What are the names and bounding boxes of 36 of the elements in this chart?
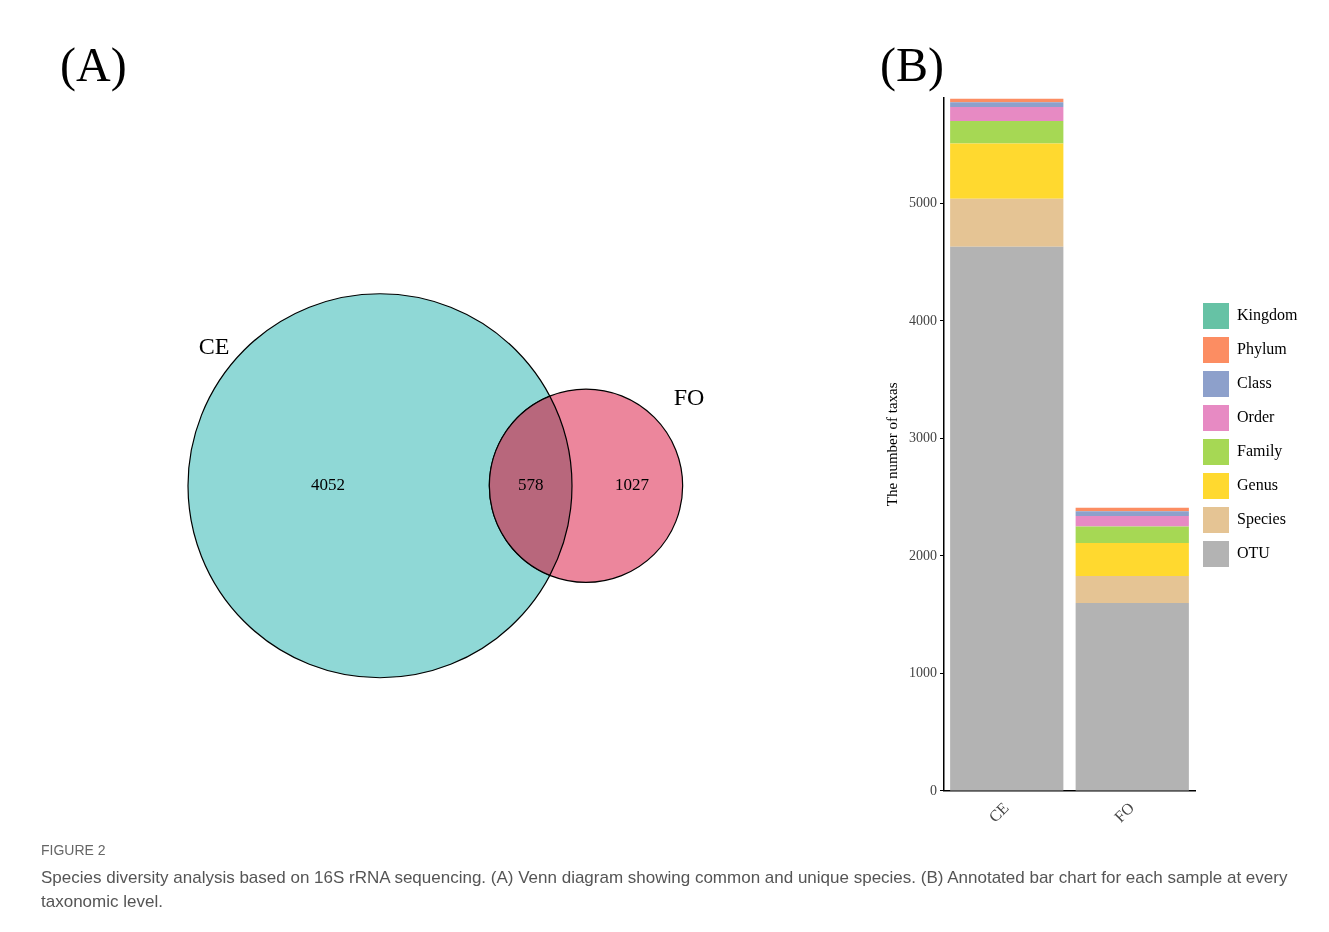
bar xyxy=(950,121,1064,144)
y-tick-label: 4000 xyxy=(909,312,937,328)
y-tick-label: 2000 xyxy=(909,547,937,563)
y-axis-title: The number of taxas xyxy=(883,382,900,507)
legend-label: Genus xyxy=(1237,476,1278,494)
bar xyxy=(950,246,1064,791)
bar xyxy=(1075,543,1189,576)
data-label: 4052 xyxy=(311,475,345,495)
text: 578 xyxy=(517,475,544,495)
legend-label: Kingdom xyxy=(1237,306,1298,325)
caption: FIGURE 2 xyxy=(41,842,107,858)
bar xyxy=(1075,526,1189,543)
y-tick-label: 0 xyxy=(930,782,937,798)
category-label: CE xyxy=(198,333,230,360)
legend-label: Phylum xyxy=(1237,340,1288,359)
y-tick-label: 1000 xyxy=(909,665,937,681)
bar xyxy=(950,143,1064,199)
legend-label: Order xyxy=(1237,408,1275,426)
text: Species diversity analysis based on 16S rRNA sequencing. (A) Venn diagram showing common and unique species. (B) Annotated bar chart for each sample at every taxonomic level. xyxy=(41,867,1289,913)
legend-label: Species xyxy=(1237,510,1286,529)
bar xyxy=(950,198,1064,247)
legend-label: Class xyxy=(1237,374,1272,392)
y-tick-label: 3000 xyxy=(909,430,937,446)
bar xyxy=(1075,511,1189,516)
data-label: 1027 xyxy=(615,475,650,495)
category-label: FO xyxy=(673,384,705,411)
bar xyxy=(950,102,1064,107)
legend-label: OTU xyxy=(1237,544,1271,562)
chart-title: (B) xyxy=(880,38,944,93)
bar xyxy=(1075,602,1189,791)
bar xyxy=(1075,515,1189,527)
bar xyxy=(1075,575,1189,603)
text: (A) xyxy=(60,38,127,93)
y-tick-label: 5000 xyxy=(909,195,937,211)
bar xyxy=(950,107,1064,122)
legend-label: Family xyxy=(1237,442,1283,461)
